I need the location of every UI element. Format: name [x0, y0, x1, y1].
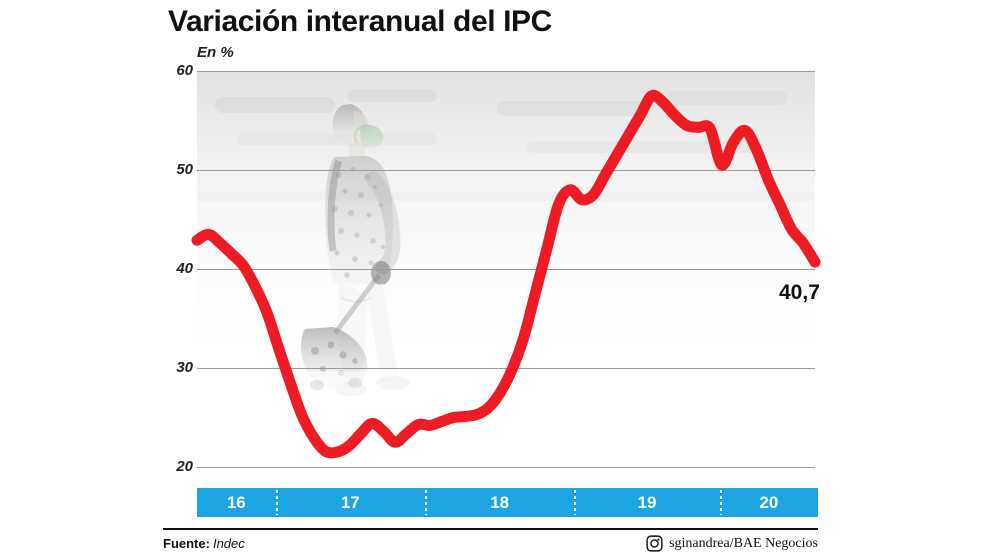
gridline-20: [197, 467, 815, 468]
axis-unit-label: En %: [197, 44, 234, 61]
y-tick-60: 60: [176, 62, 193, 79]
plot-area: [191, 71, 821, 468]
x-band-18: 18: [424, 488, 574, 517]
x-band-20: 20: [719, 488, 818, 517]
y-tick-20: 20: [176, 458, 193, 475]
instagram-icon: [646, 535, 663, 552]
x-band-19: 19: [574, 488, 719, 517]
source-value: Indec: [212, 536, 245, 551]
x-axis-year-band: 16 17 18 19 20: [197, 488, 818, 517]
y-tick-40: 40: [176, 260, 193, 277]
gridline-50: [197, 170, 815, 171]
gridline-60: [197, 71, 815, 72]
footer: Fuente: Indec sginandrea/BAE Negocios: [163, 535, 818, 556]
page-title: Variación interanual del IPC: [168, 5, 552, 38]
gridline-40: [197, 269, 815, 270]
last-value-label: 40,7: [779, 281, 820, 304]
y-tick-30: 30: [176, 359, 193, 376]
credit-text: sginandrea/BAE Negocios: [669, 535, 818, 551]
source-label: Fuente:: [163, 536, 210, 551]
source-note: Fuente: Indec: [163, 536, 245, 551]
x-band-16: 16: [226, 492, 246, 512]
gridline-30: [197, 368, 815, 369]
ipc-line-series: [191, 89, 821, 459]
credit: sginandrea/BAE Negocios: [646, 535, 818, 552]
x-band-17: 17: [275, 488, 425, 517]
y-tick-50: 50: [176, 161, 193, 178]
footer-divider: [163, 528, 818, 530]
